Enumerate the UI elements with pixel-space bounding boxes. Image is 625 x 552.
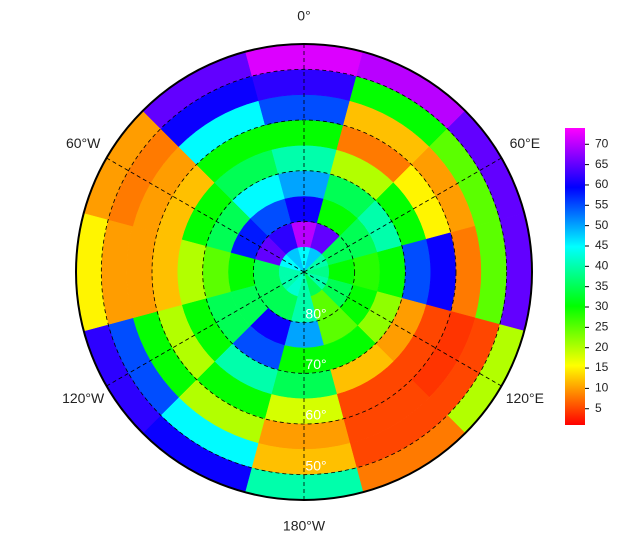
colorbar-label: 5 [595, 401, 602, 415]
colorbar-label: 50 [595, 218, 609, 232]
lon-label: 180°W [283, 518, 326, 534]
colorbar-bar [565, 128, 585, 425]
colorbar-label: 65 [595, 157, 609, 171]
cell [177, 238, 207, 306]
lat-circle [151, 119, 457, 425]
cell [377, 245, 406, 299]
lon-label: 0° [297, 8, 310, 24]
colorbar-label: 35 [595, 279, 609, 293]
cell [426, 232, 457, 312]
lon-label: 60°E [510, 135, 541, 151]
meridian [303, 271, 502, 387]
lat-label: 60° [305, 407, 326, 423]
map-border [75, 43, 533, 501]
colorbar-label: 20 [595, 340, 609, 354]
colorbar-label: 55 [595, 197, 609, 211]
meridian [303, 157, 502, 273]
meridian [106, 157, 305, 273]
colorbar-label: 15 [595, 360, 609, 374]
colorbar-label: 70 [595, 136, 609, 150]
colorbar-label: 10 [595, 381, 609, 395]
cell [202, 245, 231, 299]
colorbar-label: 60 [595, 177, 609, 191]
meridian [106, 271, 305, 387]
cell [227, 252, 256, 292]
lat-label: 70° [305, 356, 326, 372]
colorbar-label: 25 [595, 320, 609, 334]
cell [401, 238, 431, 306]
colorbar-label: 40 [595, 259, 609, 273]
cell [352, 252, 381, 292]
cell [151, 232, 182, 312]
colorbar: 5 10 15 20 25 30 35 40 45 50 55 60 65 70 [565, 128, 609, 425]
lon-label: 60°W [66, 135, 101, 151]
lat-circle [100, 68, 508, 476]
colorbar-label: 45 [595, 238, 609, 252]
lat-label: 80° [305, 305, 326, 321]
grid: 0° 60°E 120°E 180°W 120°W 60°W 80° 70° 60° 50° [62, 8, 544, 534]
colorbar-label: 30 [595, 299, 609, 313]
lat-label: 50° [305, 457, 326, 473]
lon-label: 120°W [62, 390, 105, 406]
lon-label: 120°E [506, 390, 544, 406]
